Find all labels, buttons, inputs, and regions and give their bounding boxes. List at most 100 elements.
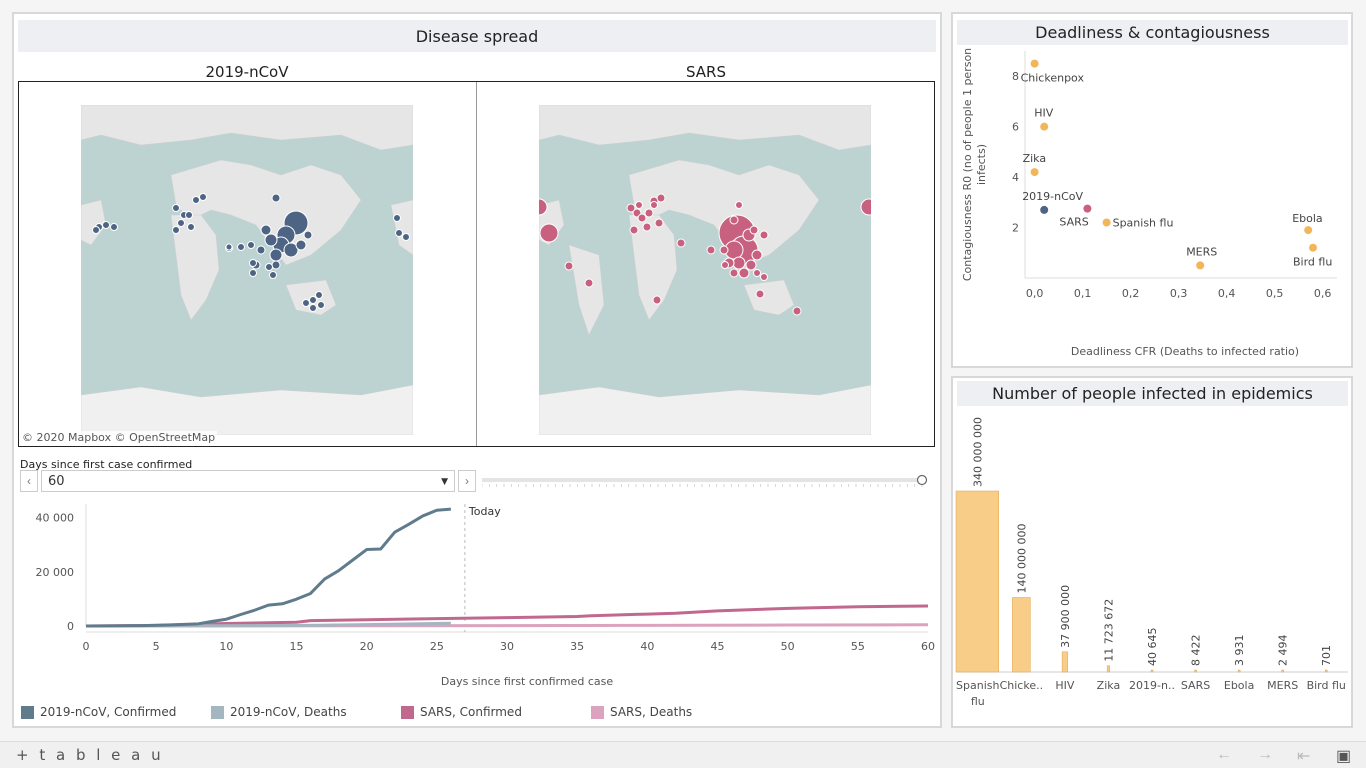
tableau-logo[interactable]: + t a b l e a u: [16, 746, 164, 764]
fullscreen-icon[interactable]: ▣: [1336, 748, 1352, 765]
point-label: 2019-nCoV: [1022, 190, 1083, 203]
footer-bar: + t a b l e a u ← → ⇤ ▣: [0, 741, 1366, 768]
bar-title: Number of people infected in epidemics: [957, 381, 1348, 406]
x-tick-label: 40: [640, 640, 654, 653]
x-tick-label: 55: [851, 640, 865, 653]
point-label: Bird flu: [1293, 256, 1332, 269]
scatter-point: [1040, 122, 1049, 131]
bar: [1194, 669, 1197, 673]
legend-label: 2019-nCoV, Confirmed: [40, 705, 177, 719]
bar-category-label: 2019-n..: [1129, 679, 1175, 692]
legend-swatch: [21, 705, 34, 719]
scatter-point: [1030, 59, 1039, 68]
bar-category-label: SARS: [1181, 679, 1210, 692]
legend-swatch: [401, 705, 414, 719]
point-label: Ebola: [1292, 212, 1322, 225]
legend-ncov-confirmed[interactable]: 2019-nCoV, Confirmed: [21, 705, 176, 719]
legend-label: 2019-nCoV, Deaths: [230, 705, 347, 719]
slider-handle[interactable]: [916, 474, 928, 486]
bar: [1106, 665, 1110, 673]
legend-label: SARS, Confirmed: [420, 705, 522, 719]
scatter-point: [1040, 205, 1049, 214]
bar: [1324, 669, 1328, 673]
bar: [1061, 651, 1068, 673]
point-label: HIV: [1034, 107, 1054, 120]
bar: [1237, 669, 1241, 673]
bar-category-label: Chicke..: [1000, 679, 1044, 692]
scatter-chart[interactable]: 2 4 6 8 0,0 0,1 0,2 0,3 0,4 0,5 0,6 Deadliness CFR …: [957, 46, 1348, 364]
point-label: MERS: [1186, 245, 1217, 258]
y-axis-title: Contagiousness R0 (no of people 1 person…: [961, 48, 988, 281]
x-tick-label: 10: [219, 640, 233, 653]
map-title-ncov: 2019-nCoV: [205, 63, 289, 81]
y-tick-label: 40 000: [36, 512, 75, 525]
bar-category-label: Bird flu: [1307, 679, 1346, 692]
series-line-0: [85, 507, 451, 628]
map-ncov[interactable]: [81, 105, 413, 435]
series-line-2: [85, 604, 929, 628]
slider-next-button[interactable]: ›: [458, 470, 476, 492]
redo-arrow-icon[interactable]: →: [1257, 746, 1273, 763]
days-dropdown[interactable]: 60 ▼: [41, 470, 455, 492]
y-tick-label: 0: [67, 620, 74, 633]
y-tick-label: 4: [1012, 171, 1019, 184]
slider-ticks: [482, 484, 923, 487]
scatter-panel: [951, 12, 1353, 368]
revert-icon[interactable]: ⇤: [1297, 748, 1311, 765]
legend-sars-confirmed[interactable]: SARS, Confirmed: [401, 705, 522, 719]
bar-value-label: 340 000 000: [971, 417, 984, 487]
caret-down-icon: ▼: [441, 477, 448, 487]
y-tick-label: 20 000: [36, 566, 75, 579]
bar-category-label-line: Spanish: [956, 679, 999, 692]
bar-value-label: 40 645: [1146, 628, 1159, 667]
x-tick-label: 5: [153, 640, 160, 653]
y-tick-label: 2: [1012, 222, 1019, 235]
x-tick-label: 0,3: [1170, 287, 1188, 300]
days-dropdown-value: 60: [48, 473, 65, 489]
scatter-point: [1083, 204, 1092, 213]
legend-ncov-deaths[interactable]: 2019-nCoV, Deaths: [211, 705, 347, 719]
chevron-left-icon: ‹: [27, 474, 31, 488]
bar-category-label: HIV: [1055, 679, 1075, 692]
bar-value-label: 2 494: [1277, 635, 1290, 667]
x-tick-label: 25: [430, 640, 444, 653]
bar-chart[interactable]: 340 000 000 Spanish flu 140 000 000 Chicke..…: [955, 408, 1349, 724]
bar-value-label: 3 931: [1233, 635, 1246, 667]
x-tick-label: 60: [921, 640, 935, 653]
line-chart[interactable]: 0 20 000 40 000 0 5 10 15 20 25 30 35 40 45 50 55 60 Day…: [18, 496, 938, 696]
bar: [1012, 597, 1031, 673]
today-label: Today: [468, 505, 501, 518]
x-tick-label: 15: [290, 640, 304, 653]
bar-value-label: 37 900 000: [1059, 585, 1072, 648]
bar-category-label: Ebola: [1224, 679, 1254, 692]
bar: [955, 490, 999, 673]
scatter-point: [1102, 218, 1111, 227]
point-label: Chickenpox: [1021, 72, 1085, 85]
legend-swatch: [591, 705, 604, 719]
x-tick-label: 0,4: [1218, 287, 1236, 300]
x-tick-label: 0,2: [1122, 287, 1140, 300]
bar-value-label: 701: [1320, 645, 1333, 666]
bar-category-label-line: flu: [971, 695, 985, 708]
days-slider[interactable]: [482, 472, 932, 492]
map-credit[interactable]: © 2020 Mapbox © OpenStreetMap: [20, 431, 218, 444]
scatter-title: Deadliness & contagiousness: [957, 20, 1348, 45]
point-label: Spanish flu: [1113, 217, 1174, 230]
x-tick-label: 0,6: [1314, 287, 1332, 300]
undo-arrow-icon[interactable]: ←: [1216, 746, 1232, 763]
y-tick-label: 6: [1012, 121, 1019, 134]
x-tick-label: 45: [711, 640, 725, 653]
x-tick-label: 35: [570, 640, 584, 653]
point-label: Zika: [1023, 152, 1047, 165]
scatter-point: [1196, 261, 1205, 270]
slider-prev-button[interactable]: ‹: [20, 470, 38, 492]
bar-value-label: 8 422: [1190, 635, 1203, 667]
map-divider: [476, 82, 477, 446]
bar: [1150, 669, 1154, 673]
x-axis-title: Deadliness CFR (Deaths to infected ratio…: [1071, 345, 1299, 358]
x-axis-title: Days since first confirmed case: [441, 675, 613, 688]
y-axis-title-line: Contagiousness R0 (no of people 1 person: [961, 48, 974, 281]
legend-sars-deaths[interactable]: SARS, Deaths: [591, 705, 692, 719]
scatter-point: [1304, 226, 1313, 235]
map-sars[interactable]: [539, 105, 871, 435]
